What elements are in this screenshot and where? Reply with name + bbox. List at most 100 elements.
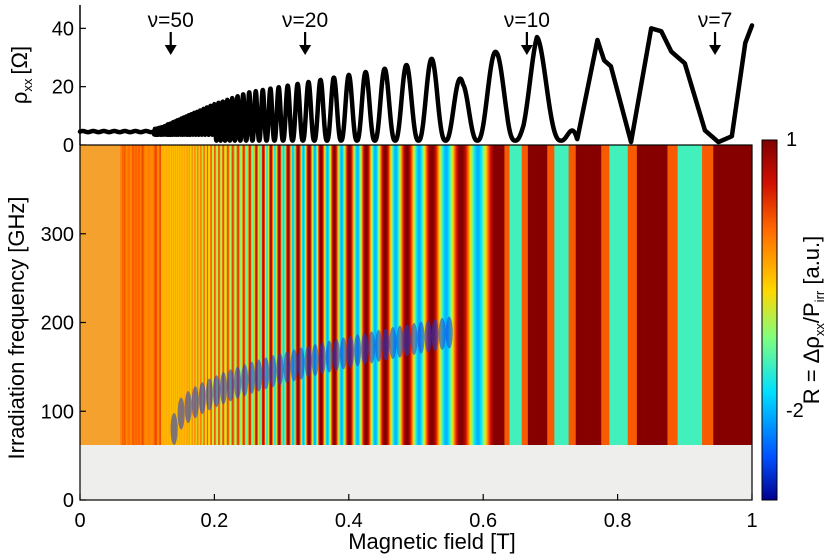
heatmap-column [631,145,634,447]
heatmap-column [221,145,223,447]
heatmap-column [384,145,386,447]
heatmap-column [583,145,586,447]
heatmap-column [712,145,714,447]
heatmap-blob [290,349,298,382]
heatmap-column [244,145,247,447]
heatmap-column [189,145,192,447]
heatmap-column [484,145,486,447]
x-axis-label: Magnetic field [T] [348,529,516,554]
heatmap-column [344,145,347,447]
heatmap-column [524,145,527,447]
x-tick-label: 0 [74,510,85,532]
heatmap-column [413,145,416,447]
heatmap-column [330,145,332,447]
heatmap-column [573,145,576,447]
heatmap-column [648,145,650,447]
heatmap-column [126,145,129,447]
heatmap-column [678,145,681,447]
heatmap-column [359,145,362,447]
top-y-ticks: 0 20 40 [52,18,86,157]
heatmap-column [516,145,519,447]
heatmap-column [273,145,275,447]
heatmap-column [327,145,329,447]
heatmap-column [479,145,482,447]
annotation-arrow-head [520,45,533,55]
heatmap-column [292,145,295,447]
heatmap-column [570,145,573,447]
heatmap-column [198,145,201,447]
heatmap-column [387,145,389,447]
heatmap-column [666,145,669,447]
heatmap-column [440,145,442,447]
heatmap-column [240,145,243,447]
heatmap-column [182,145,185,447]
heatmap-column [363,145,366,447]
heatmap-column [310,145,313,447]
heatmap-column [208,145,211,447]
heatmap-column [732,145,735,447]
heatmap-column [523,145,526,447]
heatmap-column [224,145,226,447]
heatmap-column [315,145,318,447]
heatmap-column [646,145,648,447]
heatmap-column [578,145,581,447]
heatmap-column [668,145,671,447]
heatmap-column [735,145,738,447]
heatmap-column [358,145,361,447]
x-tick-label: 0.8 [604,510,632,532]
heatmap-column [469,145,472,447]
heatmap-column [555,145,557,447]
heatmap-blob [248,361,256,394]
heatmap-column [277,145,279,447]
heatmap-column [405,145,408,447]
heatmap-column [298,145,301,447]
heatmap-column [472,145,475,447]
heatmap-column [397,145,400,447]
heatmap-column [543,145,545,447]
heatmap-column [136,145,139,447]
heatmap-column [515,145,518,447]
heatmap-column [536,145,538,447]
heatmap-column [496,145,498,447]
x-tick-label: 0.2 [200,510,228,532]
heatmap-column [260,145,263,447]
heatmap-column [632,145,635,447]
heatmap-column [360,145,363,447]
heatmap-column [161,145,163,447]
heatmap-column [130,145,133,447]
heatmap-blob [354,334,362,367]
heatmap-column [466,145,469,447]
heatmap-column [197,145,200,447]
heatmap-column [129,145,132,447]
heatmap-column [306,145,309,447]
heatmap-column [416,145,419,447]
filling-factor-annotations: ν=50 ν=20 ν=10 ν=7 [148,9,732,55]
heatmap-column [710,145,712,447]
heatmap-column [453,145,456,447]
heatmap-column [354,145,357,447]
heatmap-column [137,145,140,447]
annotation-arrow-head [164,45,177,55]
heatmap-column [187,145,190,447]
annotation-label: ν=10 [504,9,550,32]
heatmap-column [449,145,452,447]
heatmap-column [403,145,406,447]
heatmap-column [436,145,438,447]
heatmap-column [430,145,432,447]
heatmap-column [398,145,401,447]
heatmap-column [433,145,435,447]
heatmap-column [170,145,172,447]
heatmap-stripes [120,145,752,447]
heatmap-column [219,145,221,447]
heatmap-column [326,145,328,447]
heatmap-column [163,145,165,447]
heatmap-column [525,145,528,447]
heatmap-blob [325,340,333,373]
heatmap-column [206,145,209,447]
heatmap-column [464,145,467,447]
heatmap-column [195,145,198,447]
heatmap-column [626,145,629,447]
heatmap-column [639,145,642,447]
heatmap-column [196,145,199,447]
heatmap-column [672,145,675,447]
